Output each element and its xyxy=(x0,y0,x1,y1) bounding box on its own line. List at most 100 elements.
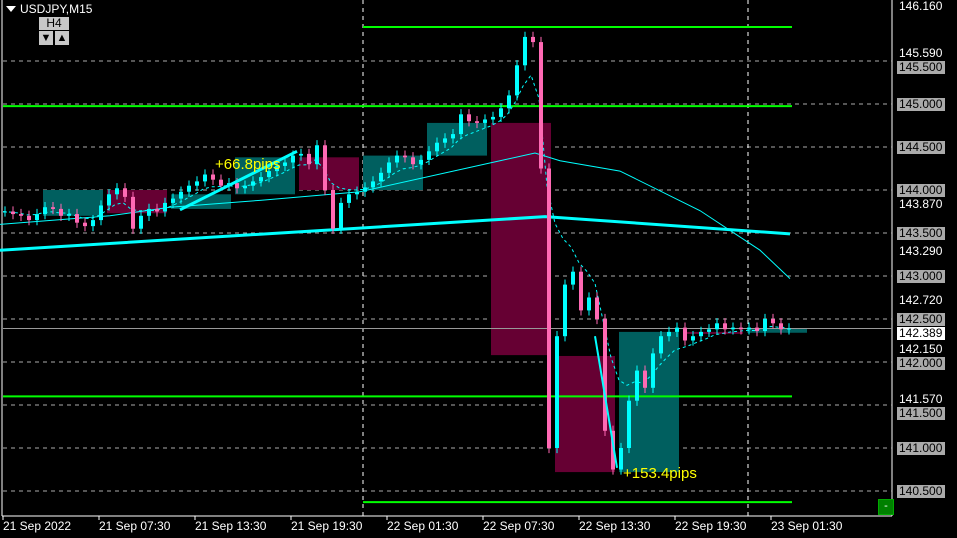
price-tick-label: 145.000 xyxy=(897,98,946,111)
candle-body xyxy=(315,145,319,165)
h4-candle-box xyxy=(747,328,807,333)
candle-body xyxy=(491,116,495,120)
candle-body xyxy=(347,194,351,203)
candle-body xyxy=(603,319,607,431)
candle-body xyxy=(219,179,223,186)
candle-body xyxy=(355,191,359,195)
candle-body xyxy=(307,153,311,165)
chart-title: USDJPY,M15 xyxy=(6,2,92,16)
timeframe-button[interactable]: H4 xyxy=(39,17,69,30)
candle-body xyxy=(659,336,663,354)
time-tick-label: 21 Sep 13:30 xyxy=(195,519,267,533)
price-tick-label: 143.500 xyxy=(897,227,946,240)
price-tick-label: 142.000 xyxy=(897,357,946,371)
candle-body xyxy=(739,327,743,330)
candle-body xyxy=(403,155,407,158)
symbol-title: USDJPY,M15 xyxy=(20,2,93,16)
candle-body xyxy=(323,145,327,190)
time-tick-label: 21 Sep 19:30 xyxy=(291,519,363,533)
price-tick-label: 143.290 xyxy=(899,244,943,259)
candle-body xyxy=(123,188,127,197)
candle-body xyxy=(779,323,783,330)
candle-body xyxy=(747,327,751,330)
candle-body xyxy=(707,329,711,332)
time-tick-label: 22 Sep 01:30 xyxy=(387,519,459,533)
candle-body xyxy=(507,95,511,109)
candle-body xyxy=(67,214,71,216)
candle-body xyxy=(91,220,95,227)
candle-body xyxy=(163,202,167,212)
current-price-label: 142.389 xyxy=(897,327,946,340)
price-tick-label: 144.000 xyxy=(897,184,946,197)
candle-body xyxy=(115,188,119,195)
candle-body xyxy=(611,430,615,470)
candle-body xyxy=(131,196,135,229)
price-tick-label: 141.000 xyxy=(897,442,946,455)
pips-trendline xyxy=(179,149,298,212)
dropdown-triangle-icon[interactable] xyxy=(6,6,16,12)
candle-body xyxy=(187,185,191,192)
price-tick-label: 145.500 xyxy=(897,61,946,75)
price-tick-label: 143.870 xyxy=(899,197,943,211)
candle-body xyxy=(299,153,303,156)
candle-body xyxy=(547,168,551,448)
candle-body xyxy=(531,36,535,43)
candle-body xyxy=(339,202,343,229)
pips-trendline xyxy=(594,336,618,468)
candle-body xyxy=(195,181,199,186)
candle-body xyxy=(43,207,47,215)
candle-body xyxy=(539,42,543,169)
price-tick-label: 141.500 xyxy=(897,406,946,420)
h4-candle-box xyxy=(683,331,743,334)
candle-body xyxy=(3,211,7,213)
candle-body xyxy=(59,208,63,216)
candle-body xyxy=(691,336,695,341)
time-tick-label: 21 Sep 2022 xyxy=(3,519,72,533)
candle-body xyxy=(179,191,183,199)
candle-body xyxy=(683,327,687,341)
price-tick-label: 144.500 xyxy=(897,141,946,154)
time-tick-label: 23 Sep 01:30 xyxy=(771,519,843,533)
candle-body xyxy=(155,208,159,212)
timeframe-up-button[interactable]: ▲ xyxy=(55,31,69,45)
candle-body xyxy=(379,172,383,182)
candle-body xyxy=(475,121,479,123)
candle-body xyxy=(651,353,655,388)
candle-body xyxy=(731,327,735,330)
candle-body xyxy=(723,323,727,330)
candle-body xyxy=(203,174,207,182)
timeframe-down-button[interactable]: ▼ xyxy=(39,31,53,45)
candle-body xyxy=(667,331,671,337)
candle-body xyxy=(499,108,503,117)
candle-body xyxy=(587,297,591,311)
candle-body xyxy=(387,162,391,173)
candle-body xyxy=(75,214,79,223)
slow-ma-line xyxy=(0,215,791,252)
candle-body xyxy=(419,159,423,165)
candle-body xyxy=(635,370,639,401)
candle-body xyxy=(755,327,759,332)
time-tick-label: 22 Sep 13:30 xyxy=(579,519,651,533)
minimize-button[interactable]: - xyxy=(878,499,894,515)
candle-body xyxy=(771,319,775,324)
candle-body xyxy=(451,134,455,139)
candle-body xyxy=(619,448,623,470)
candle-body xyxy=(19,214,23,216)
candle-body xyxy=(211,174,215,180)
candle-body xyxy=(627,400,631,448)
candle-body xyxy=(11,211,15,215)
candle-body xyxy=(571,271,575,285)
candle-body xyxy=(643,370,647,388)
candle-body xyxy=(251,181,255,186)
candle-body xyxy=(459,114,463,135)
candle-body xyxy=(523,36,527,66)
price-tick-label: 140.500 xyxy=(897,485,946,498)
candle-body xyxy=(243,185,247,189)
time-tick-label: 22 Sep 19:30 xyxy=(675,519,747,533)
price-tick-label: 145.590 xyxy=(899,46,943,61)
price-tick-label: 142.720 xyxy=(899,293,943,308)
pips-label-1: +66.8pips xyxy=(215,156,281,173)
time-tick-label: 21 Sep 07:30 xyxy=(99,519,171,533)
candle-body xyxy=(787,328,791,330)
